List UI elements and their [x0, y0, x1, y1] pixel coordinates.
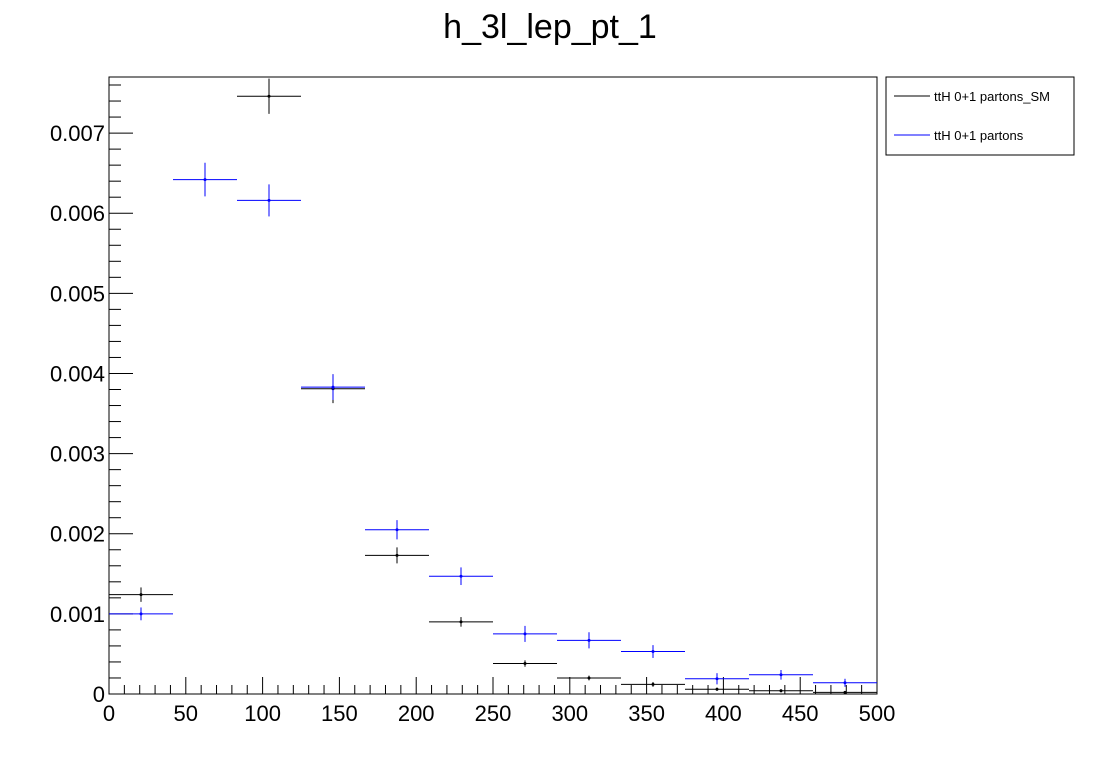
data-point	[236, 184, 301, 217]
point-marker	[139, 612, 143, 616]
point-marker	[395, 528, 399, 532]
point-marker	[651, 650, 655, 654]
data-point	[557, 632, 621, 649]
point-marker	[523, 632, 527, 636]
point-marker	[331, 385, 335, 389]
point-marker	[459, 620, 463, 624]
data-point	[236, 78, 301, 114]
data-point	[685, 673, 750, 685]
legend-entry-label: ttH 0+1 partons_SM	[934, 89, 1050, 104]
x-tick-label: 250	[475, 701, 512, 726]
x-tick-label: 150	[321, 701, 358, 726]
data-point	[749, 669, 813, 680]
y-tick-label: 0.004	[50, 361, 105, 386]
data-point	[365, 520, 429, 540]
data-point	[301, 374, 366, 400]
chart-title: h_3l_lep_pt_1	[443, 8, 657, 46]
series-ttH	[109, 162, 877, 687]
data-point	[812, 690, 877, 694]
data-point	[620, 645, 685, 658]
x-tick-label: 100	[244, 701, 281, 726]
data-point	[493, 660, 558, 667]
axes: 0 50 100 150 200 250 300 350 400 450 500 0 0.001 0.00…	[50, 84, 896, 726]
y-tick-label: 0.005	[50, 281, 105, 306]
x-tick-label: 400	[705, 701, 742, 726]
data-point	[557, 675, 621, 681]
data-point	[109, 607, 174, 621]
y-tick-label: 0	[93, 682, 105, 707]
point-marker	[715, 677, 719, 681]
point-marker	[267, 198, 271, 202]
point-marker	[843, 681, 847, 685]
point-marker	[715, 687, 719, 691]
point-marker	[267, 94, 271, 98]
data-point	[685, 687, 750, 691]
point-marker	[395, 553, 399, 557]
data-point	[428, 617, 493, 627]
point-marker	[587, 676, 591, 680]
x-tick-label: 50	[174, 701, 198, 726]
x-tick-label: 0	[103, 701, 115, 726]
data-point	[493, 625, 558, 642]
point-marker	[779, 673, 783, 677]
y-tick-label: 0.002	[50, 522, 105, 547]
point-marker	[203, 178, 207, 182]
point-marker	[523, 662, 527, 666]
point-marker	[843, 690, 847, 694]
y-tick-label: 0.006	[50, 201, 105, 226]
y-tick-label: 0.003	[50, 442, 105, 467]
x-tick-label: 300	[551, 701, 588, 726]
x-tick-label: 500	[859, 701, 896, 726]
data-point	[749, 689, 813, 693]
point-marker	[651, 682, 655, 686]
legend: ttH 0+1 partons_SM ttH 0+1 partons	[885, 76, 1075, 156]
data-point	[173, 162, 237, 197]
data-point	[428, 567, 493, 586]
point-marker	[587, 638, 591, 642]
point-marker	[779, 689, 783, 693]
x-tick-label: 200	[398, 701, 435, 726]
data-point	[365, 547, 429, 564]
data-point	[812, 678, 877, 687]
y-tick-label: 0.001	[50, 602, 105, 627]
x-tick-label: 450	[782, 701, 819, 726]
x-tick-label: 350	[628, 701, 665, 726]
legend-entry-label: ttH 0+1 partons	[934, 128, 1024, 143]
point-marker	[139, 593, 143, 597]
data-marks	[109, 78, 877, 694]
series-ttH-SM	[109, 78, 877, 694]
y-tick-label: 0.007	[50, 121, 105, 146]
data-point	[620, 681, 685, 687]
point-marker	[459, 574, 463, 578]
data-point	[109, 587, 174, 602]
legend-box	[885, 76, 1075, 156]
